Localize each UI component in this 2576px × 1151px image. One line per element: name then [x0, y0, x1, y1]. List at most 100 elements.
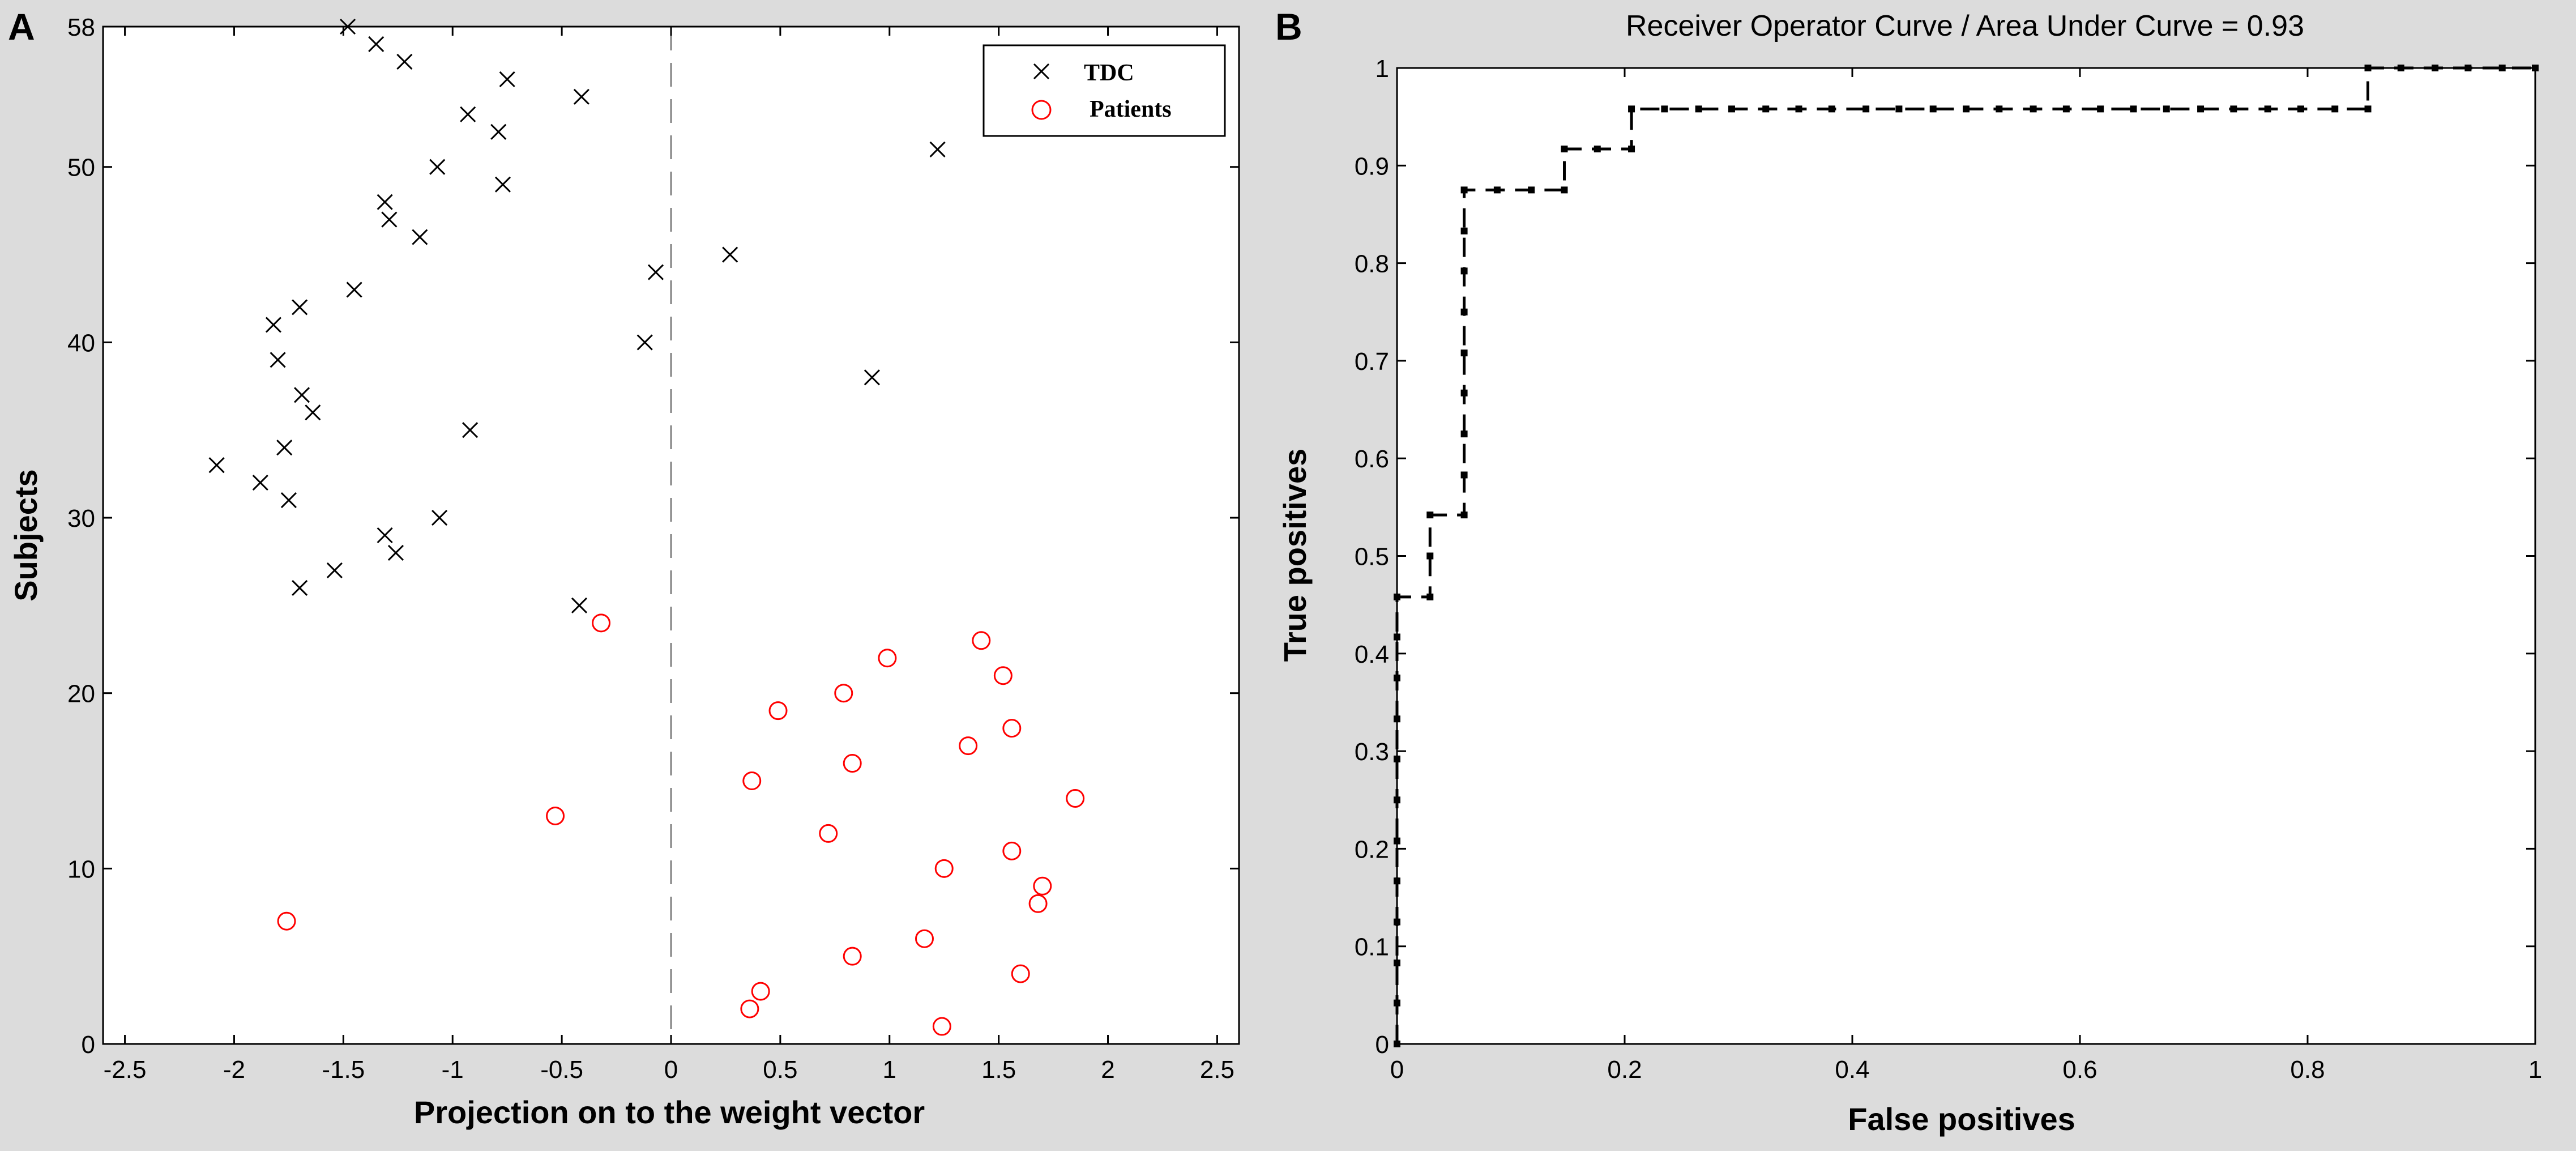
roc-point: [1426, 552, 1434, 560]
roc-point: [1895, 105, 1903, 113]
patient-point: [1011, 964, 1030, 983]
tdc-point: [293, 387, 310, 403]
legend-box: [982, 44, 1226, 137]
roc-point: [2130, 105, 2137, 113]
tdc-point: [432, 509, 448, 526]
roc-point: [1460, 349, 1468, 357]
panel-b-y-tick-label: 0.7: [1355, 348, 1389, 376]
roc-point: [1426, 593, 1434, 600]
panel-a-y-tick-label: 30: [67, 505, 95, 532]
panel-a-x-tick-label: -2.5: [104, 1056, 147, 1084]
roc-point: [1460, 308, 1468, 316]
panel-b-x-tick-label: 0: [1390, 1056, 1404, 1084]
roc-point: [1460, 430, 1468, 438]
roc-point: [1493, 186, 1501, 194]
roc-point: [1460, 227, 1468, 235]
tdc-point: [280, 492, 297, 509]
roc-point: [2264, 105, 2271, 113]
panel-a-marks: [208, 18, 1085, 1036]
roc-point: [1460, 471, 1468, 479]
patient-point: [934, 859, 954, 878]
tdc-point: [864, 369, 880, 386]
patient-point: [959, 736, 978, 756]
patient-point: [972, 631, 991, 650]
roc-point: [2197, 105, 2205, 113]
patient-point: [546, 806, 565, 825]
panel-a-y-tick-label: 0: [82, 1031, 95, 1059]
panel-a-ticks: -2.5 -2 -1.5 -1 -0.5 0 0.5 1 1.5 2 2.5 0 10 20 30 40 50 5…: [67, 14, 1239, 1084]
tdc-point: [396, 53, 413, 70]
roc-point: [1963, 105, 1970, 113]
panel-b-y-tick-label: 0.3: [1355, 738, 1389, 766]
patient-point: [740, 999, 759, 1018]
roc-point: [1460, 389, 1468, 397]
panel-a-x-tick-label: 1.5: [981, 1056, 1016, 1084]
panel-b-x-tick-label: 0.4: [1835, 1056, 1869, 1084]
tdc-point: [208, 457, 225, 474]
panel-b-x-tick-label: 0.6: [2062, 1056, 2097, 1084]
patient-point: [592, 613, 611, 633]
tdc-point: [270, 352, 286, 368]
tdc-point: [722, 246, 738, 263]
patient-point: [768, 701, 788, 721]
tdc-point: [292, 579, 308, 596]
panel-b-y-tick-label: 0.2: [1355, 835, 1389, 863]
roc-point: [1594, 146, 1601, 153]
tdc-point: [305, 404, 321, 421]
tdc-point: [346, 282, 362, 298]
roc-point: [2297, 105, 2304, 113]
roc-point: [1762, 105, 1770, 113]
roc-point: [1828, 105, 1835, 113]
panel-b-y-tick-label: 0.5: [1355, 543, 1389, 571]
panel-a-x-tick-label: 1: [883, 1056, 896, 1084]
panel-a-y-tick-label: 50: [67, 154, 95, 182]
roc-point: [1460, 511, 1468, 519]
tdc-point: [573, 88, 589, 105]
patient-point: [819, 824, 838, 843]
patient-point: [751, 982, 770, 1001]
patient-point: [915, 929, 934, 948]
legend-tdc-label: TDC: [1084, 60, 1134, 86]
tdc-point: [429, 159, 446, 175]
patient-point: [843, 754, 862, 773]
panel-b-y-tick-label: 0: [1375, 1031, 1389, 1059]
patient-point: [843, 947, 862, 966]
panel-b-x-tick-label: 0.2: [1607, 1056, 1642, 1084]
patient-point: [1028, 894, 1048, 913]
legend-tdc-marker: [1033, 63, 1050, 80]
panel-a-x-tick-label: 2: [1101, 1056, 1114, 1084]
roc-point: [2230, 105, 2237, 113]
panel-a-x-tick-label: -2: [223, 1056, 245, 1084]
tdc-point: [326, 562, 343, 578]
roc-point: [1628, 105, 1635, 113]
tdc-point: [368, 36, 385, 53]
tdc-point: [462, 422, 479, 438]
tdc-point: [377, 194, 393, 210]
tdc-point: [252, 475, 268, 491]
patient-point: [1033, 876, 1052, 896]
roc-point: [1528, 186, 1535, 194]
panel-a-y-tick-label: 58: [67, 14, 95, 41]
panel-a-x-tick-label: -1.5: [322, 1056, 365, 1084]
patient-point: [277, 911, 296, 931]
tdc-point: [490, 123, 507, 140]
roc-point: [2163, 105, 2170, 113]
roc-point: [1996, 105, 2003, 113]
tdc-point: [377, 527, 393, 544]
panel-a-x-tick-label: -0.5: [540, 1056, 583, 1084]
roc-point: [1862, 105, 1870, 113]
tdc-point: [929, 141, 946, 157]
panel-b-y-tick-label: 0.6: [1355, 445, 1389, 473]
roc-point: [1561, 146, 1568, 153]
roc-point: [2097, 105, 2104, 113]
patient-point: [834, 684, 853, 703]
panel-b-y-tick-label: 1: [1375, 55, 1389, 83]
panel-b-y-tick-label: 0.1: [1355, 933, 1389, 961]
tdc-point: [571, 597, 588, 613]
patient-point: [1002, 841, 1022, 860]
roc-point: [1426, 511, 1434, 519]
panel-a-y-tick-label: 20: [67, 680, 95, 708]
panel-b-plot-area: [1397, 68, 2535, 1044]
roc-point: [2364, 105, 2372, 113]
